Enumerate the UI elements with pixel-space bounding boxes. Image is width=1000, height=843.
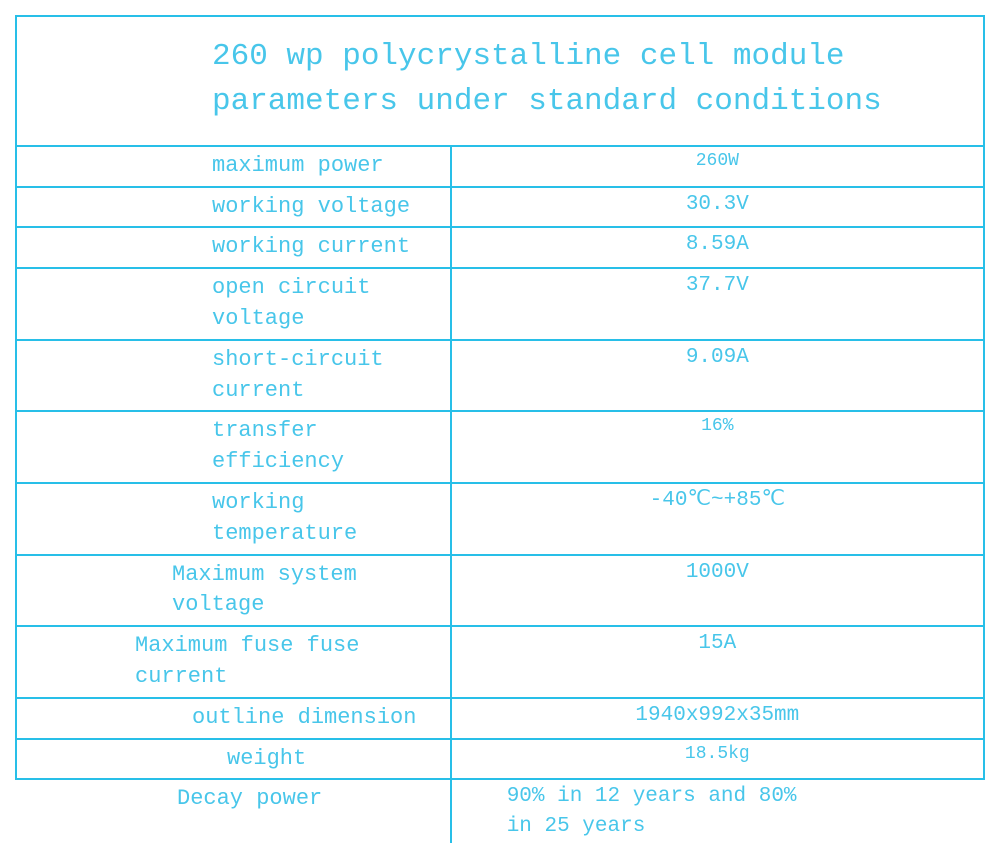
param-label: open circuit voltage <box>17 269 452 339</box>
value-line1: 90% in 12 years and 80% <box>507 785 797 808</box>
param-label: short-circuit current <box>17 341 452 411</box>
table-row: short-circuit current 9.09A <box>17 339 983 411</box>
label-word1: Maximum system <box>172 562 357 587</box>
param-label: working voltage <box>17 188 452 227</box>
table-row: transfer efficiency 16% <box>17 410 983 482</box>
table-row: weight 18.5kg <box>17 738 983 779</box>
param-label: working current <box>17 228 452 267</box>
table-row: Maximum system voltage 1000V <box>17 554 983 626</box>
value-line2: in 25 years <box>507 815 646 838</box>
table-row: open circuit voltage 37.7V <box>17 267 983 339</box>
param-value: 1940x992x35mm <box>452 699 983 738</box>
param-value: 30.3V <box>452 188 983 227</box>
table-title-line2: parameters under standard conditions <box>212 80 963 125</box>
param-label: Maximum system voltage <box>17 556 452 626</box>
label-word2: current <box>212 378 304 403</box>
param-label: outline dimension <box>17 699 452 738</box>
label-word1: short-circuit <box>212 347 384 372</box>
param-value: 18.5kg <box>452 740 983 779</box>
table-row: working current 8.59A <box>17 226 983 267</box>
param-value: -40℃~+85℃ <box>452 484 983 554</box>
param-label: Decay power <box>17 780 452 843</box>
spec-table: 260 wp polycrystalline cell module param… <box>15 15 985 780</box>
param-value: 37.7V <box>452 269 983 339</box>
label-word1: open circuit <box>212 275 370 300</box>
label-word2: voltage <box>212 306 304 331</box>
table-title-line1: 260 wp polycrystalline cell module <box>212 35 963 80</box>
param-value: 15A <box>452 627 983 697</box>
table-header: 260 wp polycrystalline cell module param… <box>17 17 983 145</box>
param-value: 8.59A <box>452 228 983 267</box>
param-value: 260W <box>452 147 983 186</box>
table-row: working voltage 30.3V <box>17 186 983 227</box>
table-row: outline dimension 1940x992x35mm <box>17 697 983 738</box>
table-row: Maximum fuse fuse current 15A <box>17 625 983 697</box>
param-value: 9.09A <box>452 341 983 411</box>
label-word2: voltage <box>172 592 264 617</box>
param-value: 16% <box>452 412 983 482</box>
label-word2: current <box>135 664 227 689</box>
table-row: working temperature -40℃~+85℃ <box>17 482 983 554</box>
param-label: transfer efficiency <box>17 412 452 482</box>
param-label: maximum power <box>17 147 452 186</box>
param-value: 1000V <box>452 556 983 626</box>
label-word1: Maximum fuse fuse <box>135 633 359 658</box>
param-label: working temperature <box>17 484 452 554</box>
table-row: maximum power 260W <box>17 145 983 186</box>
param-label: Maximum fuse fuse current <box>17 627 452 697</box>
param-value: 90% in 12 years and 80% in 25 years <box>452 780 983 843</box>
param-label: weight <box>17 740 452 779</box>
table-row: Decay power 90% in 12 years and 80% in 2… <box>17 778 983 843</box>
